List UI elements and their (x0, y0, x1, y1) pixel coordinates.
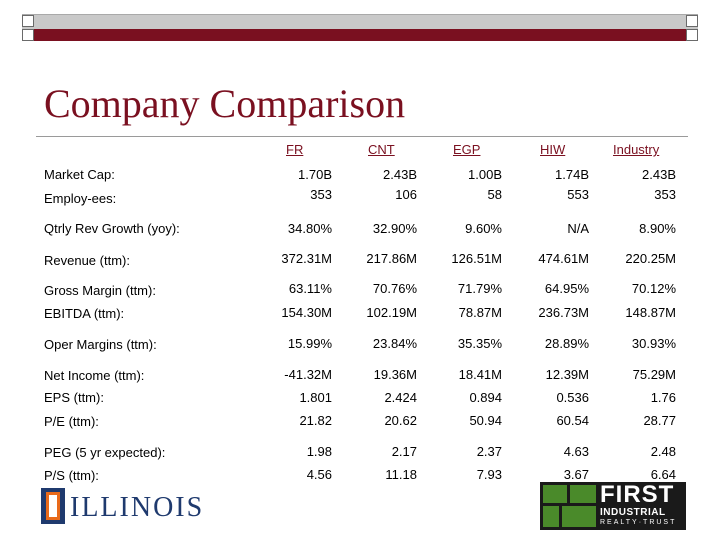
cell-value: 19.36M (373, 367, 417, 382)
cell-value: 9.60% (465, 221, 502, 236)
row-label: Employ-ees: (44, 191, 117, 206)
row-label: Gross Margin (ttm): (44, 283, 156, 298)
cell-value: 236.73M (538, 305, 589, 320)
cell-value: 35.35% (457, 336, 502, 351)
column-header-hiw: HIW (540, 142, 566, 157)
row-label: P/E (ttm): (44, 414, 99, 429)
row-label: Revenue (ttm): (44, 253, 130, 268)
cell-value: 102.19M (366, 305, 417, 320)
fi-logo-block (543, 506, 559, 527)
cell-value: 78.87M (458, 305, 502, 320)
cell-value: 2.43B (642, 167, 676, 182)
cell-value: 2.17 (391, 444, 417, 459)
cell-value: 2.43B (383, 167, 417, 182)
band-square-left-top (22, 15, 34, 27)
cell-value: 12.39M (545, 367, 589, 382)
cell-value: 28.89% (544, 336, 589, 351)
cell-value: 23.84% (372, 336, 417, 351)
illinois-logo-i (49, 495, 57, 517)
column-header-industry: Industry (613, 142, 660, 157)
header-band-grey (22, 14, 698, 30)
cell-value: 7.93 (476, 467, 502, 482)
header-band-red (22, 29, 698, 41)
fi-logo-block (570, 485, 596, 503)
cell-value: 58 (487, 187, 502, 202)
column-header-fr: FR (286, 142, 304, 157)
cell-value: 15.99% (287, 336, 332, 351)
cell-value: 64.95% (544, 281, 589, 296)
cell-value: 4.63 (563, 444, 589, 459)
cell-value: 30.93% (631, 336, 676, 351)
cell-value: 3.67 (563, 467, 589, 482)
cell-value: 148.87M (625, 305, 676, 320)
cell-value: 372.31M (281, 251, 332, 266)
cell-value: 2.37 (476, 444, 502, 459)
cell-value: 60.54 (556, 413, 589, 428)
cell-value: 8.90% (639, 221, 676, 236)
cell-value: 1.00B (468, 167, 502, 182)
cell-value: 553 (567, 187, 589, 202)
cell-value: 2.48 (650, 444, 676, 459)
cell-value: 63.11% (288, 281, 332, 296)
cell-value: 21.82 (299, 413, 332, 428)
cell-value: 28.77 (643, 413, 676, 428)
row-label: Oper Margins (ttm): (44, 337, 157, 352)
row-label: P/S (ttm): (44, 468, 99, 483)
cell-value: 18.41M (458, 367, 502, 382)
fi-logo-block (562, 506, 596, 527)
illinois-logo-text: ILLINOIS (70, 492, 205, 523)
cell-value: 474.61M (538, 251, 589, 266)
cell-value: 75.29M (632, 367, 676, 382)
cell-value: 2.424 (384, 390, 417, 405)
cell-value: 1.74B (555, 167, 589, 182)
fi-logo-block (543, 485, 567, 503)
cell-value: 1.76 (650, 390, 676, 405)
row-label: EBITDA (ttm): (44, 306, 125, 321)
cell-value: 0.536 (556, 390, 589, 405)
cell-value: 220.25M (625, 251, 676, 266)
cell-value: 1.70B (298, 167, 332, 182)
cell-value: 20.62 (384, 413, 417, 428)
band-square-right-top (686, 15, 698, 27)
cell-value: 154.30M (281, 305, 332, 320)
fi-logo-industrial: INDUSTRIAL (600, 507, 666, 518)
cell-value: 353 (310, 187, 332, 202)
cell-value: -41.32M (284, 367, 332, 382)
cell-value: 126.51M (451, 251, 502, 266)
cell-value: 353 (654, 187, 676, 202)
cell-value: N/A (567, 221, 589, 236)
cell-value: 70.76% (372, 281, 417, 296)
row-label: Qtrly Rev Growth (yoy): (44, 221, 180, 236)
fi-logo-first: FIRST (600, 481, 675, 508)
band-square-right-bottom (686, 29, 698, 41)
cell-value: 106 (395, 187, 417, 202)
row-label: Net Income (ttm): (44, 368, 145, 383)
illinois-logo-orange (46, 492, 60, 520)
cell-value: 71.79% (457, 281, 502, 296)
cell-value: 32.90% (372, 221, 417, 236)
cell-value: 34.80% (287, 221, 332, 236)
column-header-cnt: CNT (368, 142, 395, 157)
title-divider (36, 136, 688, 137)
cell-value: 70.12% (631, 281, 676, 296)
row-label: EPS (ttm): (44, 390, 104, 405)
cell-value: 217.86M (366, 251, 417, 266)
fi-logo-tagline: REALTY·TRUST (600, 519, 677, 526)
cell-value: 0.894 (469, 390, 502, 405)
cell-value: 11.18 (385, 467, 417, 482)
cell-value: 1.98 (306, 444, 332, 459)
cell-value: 6.64 (650, 467, 676, 482)
band-square-left-bottom (22, 29, 34, 41)
page-title: Company Comparison (44, 81, 406, 126)
illinois-logo-mark (41, 488, 65, 524)
cell-value: 4.56 (306, 467, 332, 482)
cell-value: 1.801 (299, 390, 332, 405)
cell-value: 50.94 (469, 413, 502, 428)
row-label: PEG (5 yr expected): (44, 445, 166, 460)
row-label: Market Cap: (44, 167, 115, 182)
column-header-egp: EGP (453, 142, 481, 157)
